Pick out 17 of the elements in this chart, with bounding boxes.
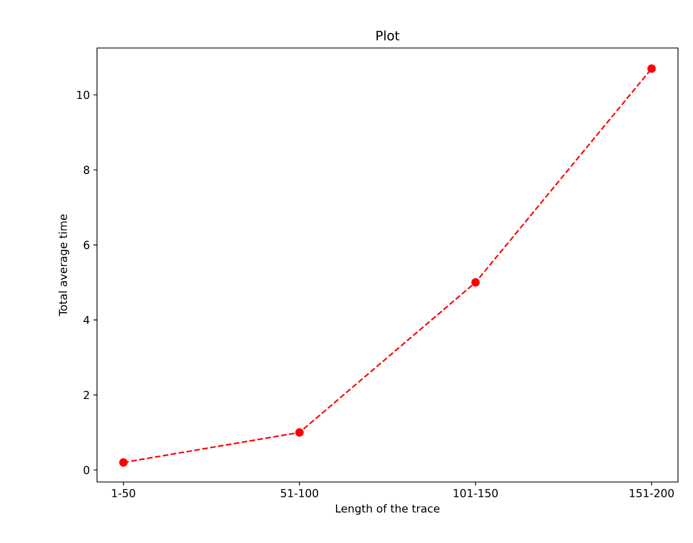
point [647, 64, 656, 73]
x-axis-title: Length of the trace [336, 504, 440, 515]
y-tick-label: 10 [77, 90, 90, 100]
x-tick-label: 1-50 [112, 489, 136, 498]
y-tick-label: 0 [84, 466, 90, 474]
y-tick-label: 2 [84, 390, 89, 400]
x-tick-label: 151-200 [630, 489, 674, 498]
y-axis-title: Total average time [58, 214, 70, 316]
y-tick-label: 4 [84, 316, 90, 324]
chart-title: Plot [376, 30, 400, 40]
point [295, 428, 304, 437]
point [119, 458, 128, 467]
point [471, 278, 480, 287]
y-tick-label: 6 [84, 240, 90, 250]
y-tick-label: 8 [84, 166, 90, 174]
x-tick-label: 101-150 [454, 489, 498, 498]
x-tick-label: 51-100 [280, 489, 318, 498]
